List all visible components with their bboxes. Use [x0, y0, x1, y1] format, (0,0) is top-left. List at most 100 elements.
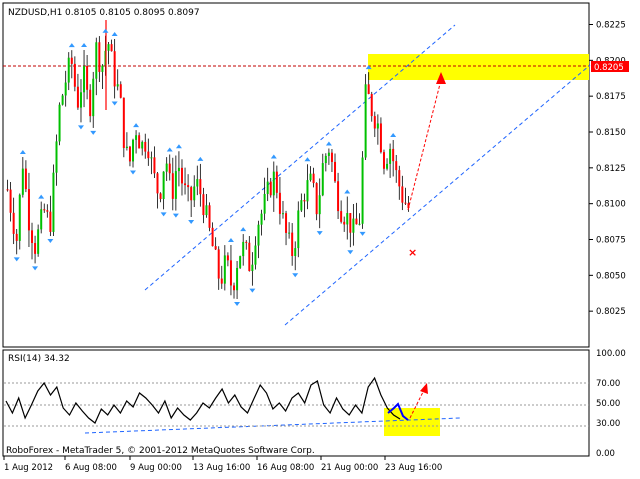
target-zone — [368, 54, 589, 80]
symbol-label: NZDUSD,H1 — [8, 8, 62, 18]
candle-bear — [76, 86, 79, 108]
rsi-axis: 100.00 70.00 50.00 30.00 0.00 — [596, 349, 626, 459]
candle-bear — [110, 44, 113, 52]
candle-bull — [223, 255, 226, 284]
candle-bear — [159, 193, 162, 200]
price-tick-label: 0.8125 — [596, 164, 626, 174]
channel-upper-line — [144, 24, 456, 291]
rsi-tick-label: 30.00 — [596, 419, 620, 429]
candle-bear — [98, 42, 101, 72]
candle-bull — [257, 224, 260, 246]
rsi-target-zone — [384, 408, 440, 436]
candle-bear — [119, 84, 122, 98]
candle-bull — [386, 163, 389, 169]
candle-bear — [291, 232, 294, 256]
candle-bear — [190, 187, 193, 201]
candle-bull — [309, 173, 312, 181]
price-tick-label: 0.8100 — [596, 200, 626, 210]
candle-bear — [147, 151, 150, 159]
candle-bull — [196, 179, 199, 187]
fractal-up-marker — [166, 147, 173, 152]
rsi-forecast-arrow-line — [409, 389, 425, 419]
candle-bear — [248, 242, 251, 272]
time-tick-label: 13 Aug 16:00 — [193, 463, 250, 473]
price-tick-label: 0.8150 — [596, 128, 626, 138]
candle-bull — [272, 171, 275, 196]
fractal-up-marker — [240, 227, 247, 232]
ohlc-label: 0.8105 0.8105 0.8095 0.8097 — [65, 8, 200, 18]
candle-bear — [343, 221, 346, 225]
fractal-up-marker — [325, 141, 332, 146]
candle-bull — [266, 181, 269, 194]
rsi-label: RSI(14) 34.32 — [8, 354, 70, 364]
candle-bull — [306, 180, 309, 202]
candle-bull — [101, 65, 104, 72]
rsi-tick-label: 70.00 — [596, 379, 620, 389]
fractal-up-marker — [133, 123, 140, 128]
candle-bull — [55, 141, 58, 173]
price-tick-label: 0.8025 — [596, 307, 626, 317]
channel-lower-line — [284, 64, 591, 326]
candle-bear — [180, 167, 183, 184]
candle-bear — [379, 123, 382, 153]
price-tag-bg — [591, 61, 629, 72]
fractal-down-marker — [47, 239, 54, 244]
candle-bull — [95, 42, 98, 79]
fractal-up-marker — [344, 189, 351, 194]
time-tick-label: 9 Aug 00:00 — [130, 463, 182, 473]
candle-bull — [107, 44, 110, 51]
candle-bull — [92, 78, 95, 117]
candle-bull — [162, 171, 165, 200]
fractal-up-marker — [197, 156, 204, 161]
candle-bear — [229, 260, 232, 286]
price-tick-label: 0.8225 — [596, 21, 626, 31]
forecast-arrowhead — [436, 72, 446, 84]
candle-bear — [217, 249, 220, 279]
candle-bear — [168, 163, 171, 174]
candle-bear — [89, 89, 92, 117]
candle-bull — [236, 267, 239, 291]
candle-bull — [260, 213, 263, 225]
candle-bear — [373, 116, 376, 129]
main-chart-frame — [2, 2, 590, 348]
candle-bear — [27, 189, 30, 231]
candle-bear — [187, 185, 190, 188]
candle-bull — [174, 171, 177, 199]
candle-bull — [141, 141, 144, 149]
candle-bull — [263, 193, 266, 214]
fractal-down-marker — [347, 250, 354, 255]
fractal-up-marker — [102, 28, 109, 33]
candle-bear — [349, 213, 352, 233]
candle-bull — [67, 57, 70, 83]
candle-bear — [144, 141, 147, 152]
candle-bear — [211, 227, 214, 247]
candle-bear — [24, 168, 27, 190]
fractal-markers — [13, 28, 397, 307]
candle-bear — [153, 157, 156, 174]
rsi-tick-label: 50.00 — [596, 399, 620, 409]
candle-bull — [352, 218, 355, 233]
candle-bear — [285, 213, 288, 233]
candle-bear — [330, 152, 333, 162]
candle-bear — [31, 230, 34, 243]
candle-bull — [364, 84, 367, 158]
rsi-tick-label: 0.00 — [596, 449, 615, 459]
time-tick-label: 1 Aug 2012 — [4, 463, 53, 473]
candle-bear — [46, 210, 49, 212]
candle-bull — [324, 155, 327, 164]
candle-bull — [52, 172, 55, 232]
fractal-up-marker — [111, 32, 118, 37]
candle-bear — [340, 211, 343, 222]
candle-bull — [321, 163, 324, 196]
candle-bear — [275, 171, 278, 193]
candlestick-series — [6, 20, 410, 300]
price-tick-label: 0.8075 — [596, 236, 626, 246]
candle-bull — [297, 210, 300, 249]
candle-bear — [337, 181, 340, 212]
candle-bear — [86, 66, 89, 90]
candle-bear — [138, 135, 141, 149]
candle-bull — [193, 186, 196, 201]
candle-bear — [202, 194, 205, 216]
rsi-forecast-arrowhead — [420, 383, 428, 394]
